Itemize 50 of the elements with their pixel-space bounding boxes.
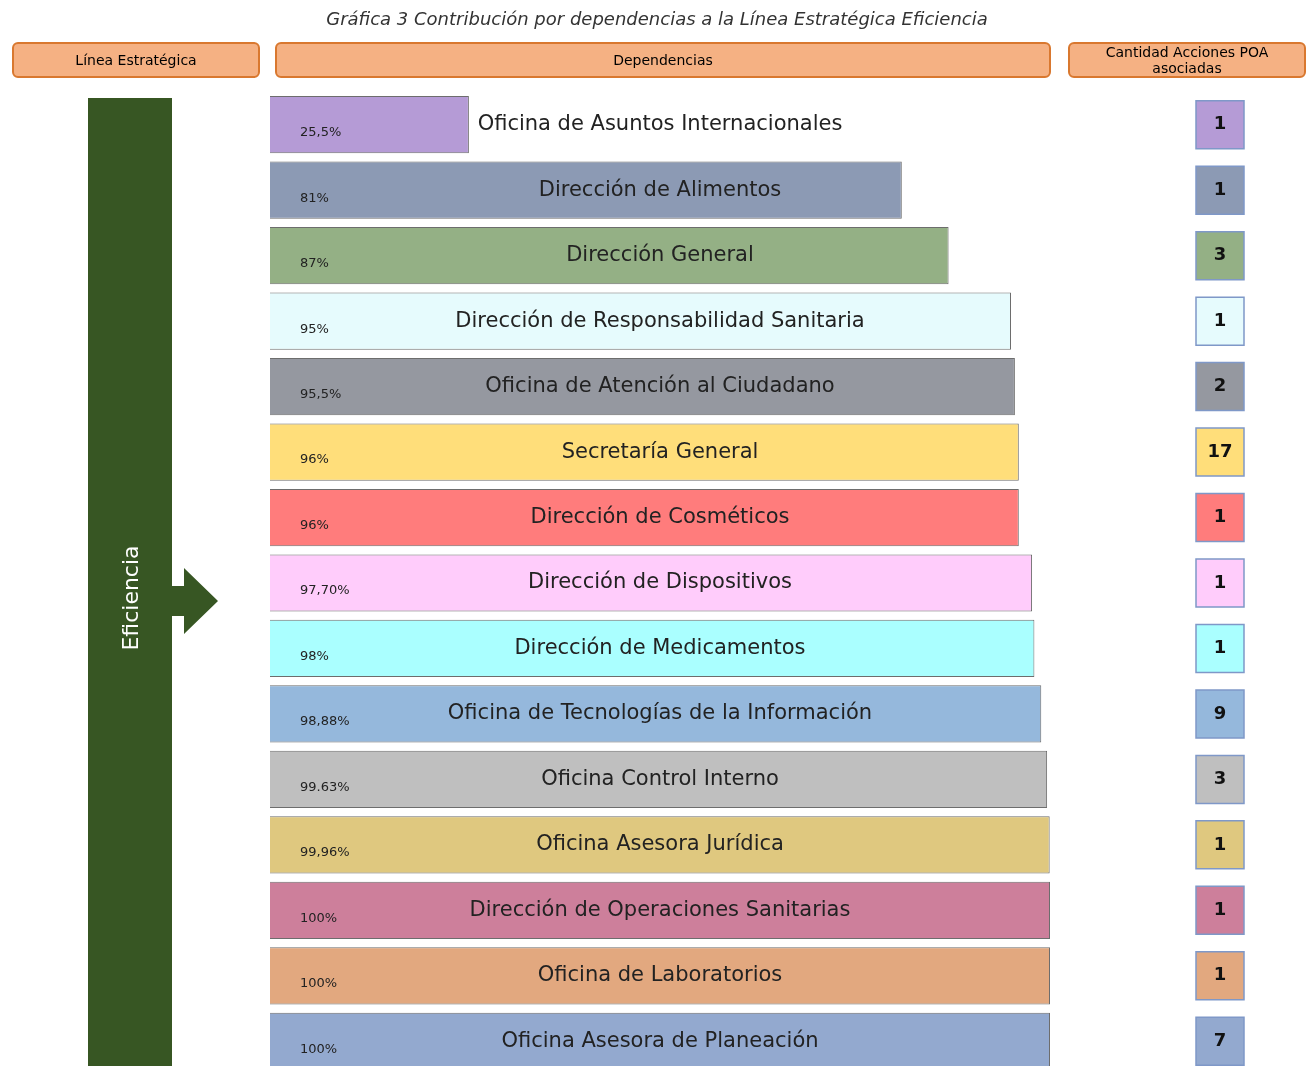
y-tick-label: Oficina de Tecnologías de la Información <box>447 700 873 725</box>
data-label: 95% <box>300 320 329 336</box>
y-tick-label: Oficina Control Interno <box>541 765 779 790</box>
data-label: 100% <box>300 909 338 925</box>
y-tick-label: Dirección de Cosméticos <box>530 503 790 528</box>
y-tick-label: Oficina de Atención al Ciudadano <box>485 373 835 398</box>
data-label: 96% <box>300 516 329 532</box>
text: 1 <box>1213 636 1227 658</box>
y-tick-label: Dirección General <box>566 242 754 267</box>
text: Dependencias <box>275 42 1051 78</box>
text: 3 <box>1213 243 1227 265</box>
y-tick-label: Dirección de Alimentos <box>538 176 782 201</box>
y-tick-label: Secretaría General <box>561 438 759 463</box>
data-label: 98,88% <box>300 713 350 729</box>
y-tick-label: Oficina Asesora Jurídica <box>536 831 784 856</box>
text: 7 <box>1213 1028 1227 1050</box>
data-label: 100% <box>300 975 338 991</box>
text: 1 <box>1213 963 1227 985</box>
text: 1 <box>1213 112 1227 134</box>
text: Eficiencia <box>117 545 143 651</box>
y-tick-label: Oficina de Asuntos Internacionales <box>477 111 843 136</box>
data-label: 95,5% <box>300 385 342 401</box>
chart-title: Gráfica 3 Contribución por dependencias a la Línea Estratégica Eficiencia <box>325 8 989 29</box>
y-tick-label: Dirección de Operaciones Sanitarias <box>469 896 851 921</box>
data-label: 96% <box>300 451 329 467</box>
text: Cantidad Acciones POA asociadas <box>1068 42 1306 78</box>
text: Línea Estratégica <box>12 42 260 78</box>
text: 3 <box>1213 767 1227 789</box>
data-label: 97,70% <box>300 582 350 598</box>
y-tick-label: Dirección de Responsabilidad Sanitaria <box>455 307 865 332</box>
text: 1 <box>1213 177 1227 199</box>
text: 1 <box>1213 308 1227 330</box>
text: 1 <box>1213 832 1227 854</box>
data-label: 25,5% <box>300 124 342 140</box>
data-label: 98% <box>300 647 329 663</box>
data-label: 100% <box>300 1040 338 1056</box>
text: 17 <box>1207 439 1233 461</box>
y-tick-label: Oficina de Laboratorios <box>537 962 783 987</box>
y-tick-label: Oficina Asesora de Planeación <box>501 1027 819 1052</box>
data-label: 81% <box>300 189 329 205</box>
text: 9 <box>1213 701 1227 723</box>
data-label: 99.63% <box>300 778 350 794</box>
text: 1 <box>1213 898 1227 920</box>
text: 1 <box>1213 505 1227 527</box>
text: 2 <box>1213 374 1227 396</box>
data-label: 87% <box>300 255 329 271</box>
y-tick-label: Dirección de Dispositivos <box>528 569 792 594</box>
data-label: 99,96% <box>300 844 350 860</box>
y-tick-label: Dirección de Medicamentos <box>514 634 806 659</box>
text: 1 <box>1213 570 1227 592</box>
